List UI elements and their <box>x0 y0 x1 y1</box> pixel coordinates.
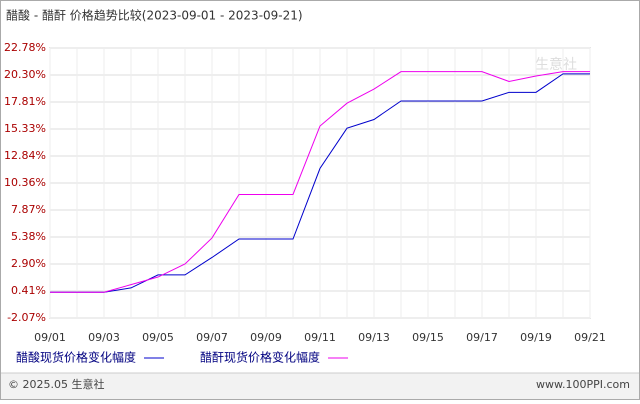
x-tick-label: 09/11 <box>304 331 336 344</box>
x-tick-label: 09/07 <box>196 331 228 344</box>
y-tick-label: 12.84% <box>4 149 46 162</box>
y-tick-label: 10.36% <box>4 176 46 189</box>
x-tick-label: 09/13 <box>358 331 390 344</box>
y-tick-label: -2.07% <box>7 311 46 324</box>
x-tick-label: 09/17 <box>466 331 498 344</box>
footer-band <box>1 373 639 399</box>
x-tick-label: 09/15 <box>412 331 444 344</box>
x-tick-label: 09/09 <box>250 331 282 344</box>
y-tick-label: 2.90% <box>11 257 46 270</box>
chart-title: 醋酸 - 醋酐 价格趋势比较(2023-09-01 - 2023-09-21) <box>6 8 303 23</box>
y-tick-label: 7.87% <box>11 203 46 216</box>
series-line <box>50 71 590 293</box>
legend-label: 醋酐现货价格变化幅度 <box>200 350 320 365</box>
x-tick-label: 09/21 <box>574 331 606 344</box>
y-tick-label: 0.41% <box>11 284 46 297</box>
x-tick-label: 09/03 <box>88 331 120 344</box>
series-line <box>50 73 590 293</box>
legend-label: 醋酸现货价格变化幅度 <box>16 350 136 365</box>
watermark: 生意社 <box>535 56 577 73</box>
y-tick-label: 5.38% <box>11 230 46 243</box>
y-tick-label: 15.33% <box>4 122 46 135</box>
y-tick-label: 17.81% <box>4 95 46 108</box>
x-tick-label: 09/05 <box>142 331 174 344</box>
y-tick-label: 20.30% <box>4 68 46 81</box>
x-tick-label: 09/01 <box>34 331 66 344</box>
footer-right: www.100PPI.com <box>536 378 630 391</box>
x-tick-label: 09/19 <box>520 331 552 344</box>
footer-left: © 2025.05 生意社 <box>8 377 104 391</box>
y-tick-label: 22.78% <box>4 41 46 54</box>
